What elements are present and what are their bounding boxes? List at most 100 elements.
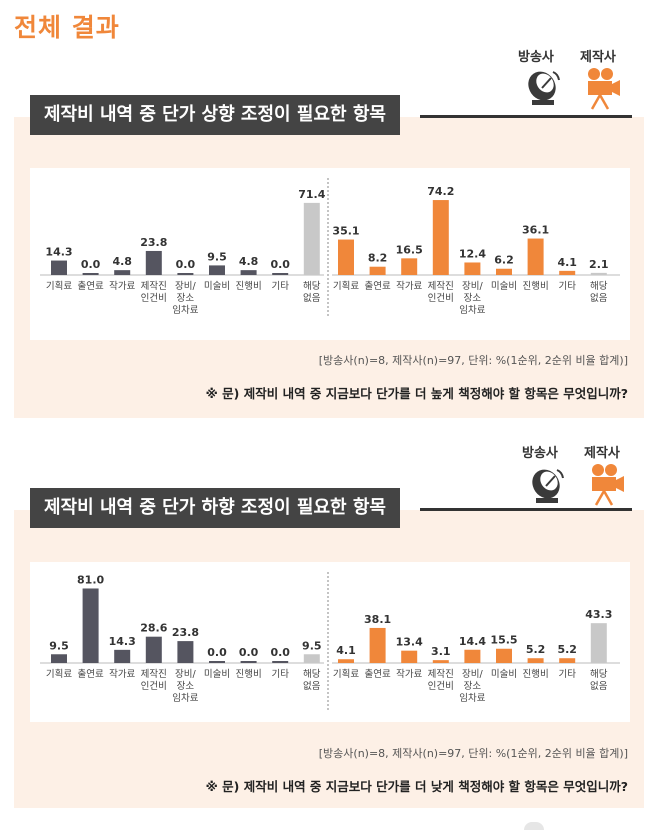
bar bbox=[145, 636, 162, 663]
data-label: 74.2 bbox=[427, 185, 454, 198]
bar bbox=[82, 273, 99, 275]
category-label: 장소 bbox=[464, 681, 482, 692]
data-label: 5.2 bbox=[526, 643, 546, 656]
legend-producer-label: 제작사 bbox=[584, 446, 620, 461]
category-label: 인건비 bbox=[141, 293, 167, 304]
bar bbox=[464, 649, 481, 663]
bar bbox=[369, 266, 386, 275]
satellite-dish-icon bbox=[532, 469, 564, 503]
legend-broadcaster-label: 방송사 bbox=[518, 50, 554, 65]
bar bbox=[51, 654, 67, 663]
legend-broadcaster-label: 방송사 bbox=[522, 446, 558, 461]
data-label: 0.0 bbox=[81, 258, 101, 271]
category-label: 없음 bbox=[303, 292, 321, 304]
bar bbox=[496, 648, 512, 663]
data-label: 38.1 bbox=[364, 613, 391, 626]
category-label: 기타 bbox=[558, 281, 576, 292]
bar bbox=[114, 270, 131, 275]
video-camera-icon bbox=[592, 464, 624, 506]
footer-mark bbox=[524, 822, 544, 830]
bar bbox=[338, 239, 354, 275]
bar bbox=[272, 661, 289, 663]
category-label: 진행비 bbox=[522, 280, 548, 292]
bar bbox=[559, 658, 576, 663]
data-label: 14.4 bbox=[459, 635, 486, 648]
data-label: 15.5 bbox=[490, 634, 517, 647]
category-label: 장소 bbox=[464, 293, 482, 304]
category-label: 임차료 bbox=[172, 304, 198, 316]
data-label: 9.5 bbox=[302, 639, 322, 652]
bar bbox=[177, 273, 194, 275]
bar bbox=[209, 265, 225, 275]
category-label: 기획료 bbox=[46, 280, 72, 292]
bar bbox=[209, 661, 225, 663]
bar bbox=[303, 654, 320, 663]
data-label: 4.8 bbox=[239, 255, 259, 268]
bar bbox=[114, 649, 131, 663]
category-label: 미술비 bbox=[491, 281, 517, 292]
category-label: 작가료 bbox=[109, 669, 135, 680]
data-label: 14.3 bbox=[109, 635, 136, 648]
divider-line bbox=[420, 115, 632, 118]
legend-2: 방송사 제작사 bbox=[518, 442, 638, 522]
data-label: 5.2 bbox=[557, 643, 577, 656]
category-label: 제작진 bbox=[428, 669, 454, 680]
category-label: 미술비 bbox=[491, 669, 517, 680]
bar bbox=[590, 623, 607, 663]
bar bbox=[51, 260, 67, 275]
question-text: ※ 문) 제작비 내역 중 지금보다 단가를 더 낮게 책정해야 할 항목은 무… bbox=[205, 779, 628, 794]
bar bbox=[369, 627, 386, 663]
data-label: 36.1 bbox=[522, 224, 549, 237]
bar bbox=[338, 659, 354, 663]
category-label: 임차료 bbox=[172, 692, 198, 704]
category-label: 기획료 bbox=[46, 668, 72, 680]
source-note: [방송사(n)=8, 제작사(n)=97, 단위: %(1순위, 2순위 비율 … bbox=[318, 747, 628, 760]
category-label: 출연료 bbox=[77, 669, 103, 680]
category-label: 없음 bbox=[590, 680, 608, 692]
category-label: 작가료 bbox=[109, 281, 135, 292]
data-label: 4.1 bbox=[557, 256, 577, 269]
category-label: 작가료 bbox=[396, 669, 422, 680]
bar bbox=[496, 268, 512, 275]
data-label: 16.5 bbox=[396, 243, 423, 256]
data-label: 3.1 bbox=[431, 645, 451, 658]
source-note: [방송사(n)=8, 제작사(n)=97, 단위: %(1순위, 2순위 비율 … bbox=[318, 354, 628, 367]
data-label: 2.1 bbox=[589, 258, 609, 271]
data-label: 6.2 bbox=[494, 254, 514, 267]
chart-2: 9.5 기획료 81.0 출연료 14.3 작가료 28.6 제작진 인건비 23.8 장비/장소 임… bbox=[30, 562, 630, 722]
bar bbox=[432, 200, 449, 275]
bar bbox=[590, 272, 607, 275]
category-label: 제작진 bbox=[428, 281, 454, 292]
category-label: 기타 bbox=[558, 669, 576, 680]
bar bbox=[527, 658, 544, 663]
category-label: 진행비 bbox=[522, 668, 548, 680]
category-label: 장소 bbox=[177, 681, 195, 692]
data-label: 9.5 bbox=[207, 250, 227, 263]
satellite-dish-icon bbox=[528, 71, 560, 105]
category-label: 출연료 bbox=[364, 669, 390, 680]
legend-producer-label: 제작사 bbox=[580, 50, 616, 65]
category-label: 인건비 bbox=[428, 681, 454, 692]
data-label: 4.1 bbox=[336, 644, 356, 657]
data-label: 4.8 bbox=[112, 255, 132, 268]
category-label: 출연료 bbox=[77, 281, 103, 292]
category-label: 작가료 bbox=[396, 281, 422, 292]
question-text: ※ 문) 제작비 내역 중 지금보다 단가를 더 높게 책정해야 할 항목은 무… bbox=[205, 386, 628, 401]
data-label: 23.8 bbox=[140, 236, 167, 249]
bar bbox=[401, 650, 418, 663]
bar bbox=[303, 202, 320, 275]
data-label: 28.6 bbox=[140, 622, 167, 635]
data-label: 81.0 bbox=[77, 573, 104, 586]
category-label: 미술비 bbox=[204, 281, 230, 292]
data-label: 14.3 bbox=[45, 246, 72, 259]
category-label: 임차료 bbox=[459, 692, 485, 704]
legend-1: 방송사 제작사 bbox=[514, 46, 634, 126]
bar bbox=[432, 660, 449, 663]
category-label: 기타 bbox=[271, 281, 289, 292]
bar bbox=[177, 641, 194, 663]
data-label: 0.0 bbox=[270, 258, 290, 271]
category-label: 없음 bbox=[590, 292, 608, 304]
data-label: 23.8 bbox=[172, 626, 199, 639]
category-label: 기획료 bbox=[333, 280, 359, 292]
